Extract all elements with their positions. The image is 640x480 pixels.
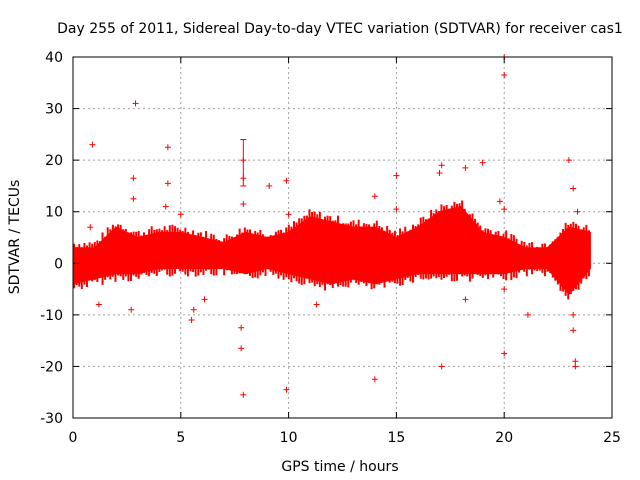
data-point — [524, 311, 531, 318]
x-tick-label: 15 — [387, 430, 405, 446]
data-point — [393, 206, 400, 213]
x-axis-label: GPS time / hours — [281, 459, 398, 475]
x-tick-label: 25 — [603, 430, 621, 446]
data-point — [371, 376, 378, 383]
data-point — [87, 224, 94, 231]
y-tick-label: -30 — [40, 411, 63, 427]
data-point — [570, 311, 577, 318]
data-point — [462, 164, 469, 171]
data-point — [313, 301, 320, 308]
x-tick-label: 5 — [176, 430, 185, 446]
error-bar — [240, 139, 247, 187]
data-point — [501, 206, 508, 213]
data-point — [501, 72, 508, 79]
data-point — [190, 306, 197, 313]
data-point — [240, 200, 247, 207]
data-point — [95, 301, 102, 308]
data-point — [501, 350, 508, 357]
data-point — [164, 144, 171, 151]
data-point — [130, 175, 137, 182]
data-point — [496, 198, 503, 205]
y-tick-label: -20 — [40, 359, 63, 375]
data-point — [438, 363, 445, 370]
y-tick-label: 30 — [45, 102, 63, 118]
data-point — [436, 170, 443, 177]
data-point — [238, 345, 245, 352]
data-point — [574, 208, 581, 215]
y-tick-label: -10 — [40, 308, 63, 324]
data-point — [570, 327, 577, 334]
x-tick-label: 0 — [69, 430, 78, 446]
data-point — [89, 141, 96, 148]
data-point — [266, 182, 273, 189]
data-point — [570, 185, 577, 192]
data-point — [130, 195, 137, 202]
x-tick-label: 10 — [280, 430, 298, 446]
data-point — [177, 211, 184, 218]
data-point — [132, 100, 139, 107]
data-point — [162, 203, 169, 210]
x-tick-label: 20 — [495, 430, 513, 446]
y-tick-label: 20 — [45, 153, 63, 169]
data-point — [128, 306, 135, 313]
data-point — [283, 177, 290, 184]
data-point — [393, 172, 400, 179]
y-tick-label: 10 — [45, 205, 63, 221]
data-point — [501, 286, 508, 293]
data-series — [72, 54, 591, 398]
data-point — [283, 386, 290, 393]
data-point — [285, 211, 292, 218]
plot-frame — [72, 56, 613, 419]
axis-ticks: 0 5 10 15 20 25 -30 -20 -10 0 10 20 30 40 — [40, 50, 621, 446]
data-point — [572, 363, 579, 370]
y-axis-label: SDTVAR / TECUs — [7, 180, 23, 295]
y-tick-label: 40 — [45, 50, 63, 66]
data-point — [462, 296, 469, 303]
chart-title: Day 255 of 2011, Sidereal Day-to-day VTE… — [57, 21, 623, 37]
data-point — [371, 193, 378, 200]
data-band — [72, 205, 591, 296]
y-tick-label: 0 — [54, 256, 63, 272]
data-point — [164, 180, 171, 187]
data-point — [201, 296, 208, 303]
data-point — [565, 157, 572, 164]
data-point — [188, 317, 195, 324]
data-point — [240, 391, 247, 398]
data-point — [438, 162, 445, 169]
data-point — [479, 159, 486, 166]
data-point — [572, 358, 579, 365]
data-point — [238, 324, 245, 331]
